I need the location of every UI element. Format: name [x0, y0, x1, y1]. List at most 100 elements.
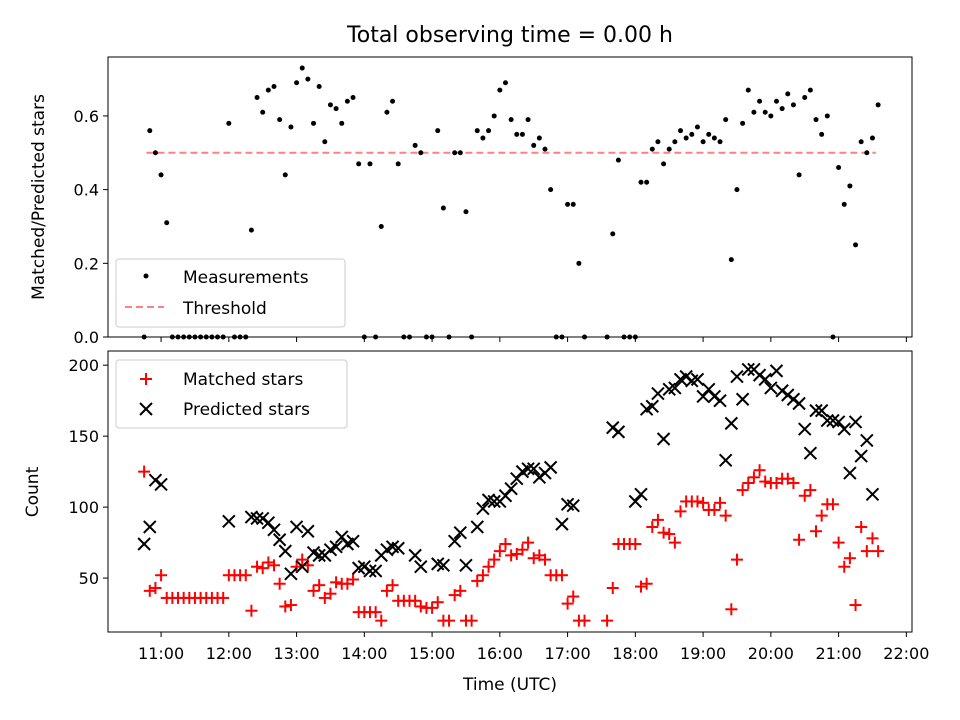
measurement-point [480, 135, 486, 141]
matched-star-point [725, 603, 738, 616]
predicted-star-point [718, 453, 733, 467]
measurement-point [869, 135, 875, 141]
bottom-y-tick-label: 100 [68, 498, 99, 517]
measurement-point [514, 131, 520, 137]
matched-star-point [279, 600, 292, 613]
measurement-point [198, 334, 204, 340]
measurement-point [158, 172, 164, 178]
x-tick-label: 22:00 [883, 644, 929, 663]
predicted-star-point [143, 520, 157, 534]
matched-star-point [426, 601, 439, 614]
measurement-point [452, 150, 458, 156]
measurement-point [446, 334, 452, 340]
predicted-star-point [267, 523, 281, 537]
predicted-star-point [645, 399, 659, 414]
matched-star-point [714, 496, 727, 509]
predicted-star-point [346, 534, 360, 548]
measurement-point [853, 242, 859, 248]
predicted-star-point [368, 564, 383, 578]
measurement-point [548, 187, 554, 193]
predicted-star-point [769, 364, 784, 378]
x-tick-label: 16:00 [477, 644, 523, 663]
measurement-point [706, 131, 712, 137]
measurement-point [553, 334, 559, 340]
top-y-tick-label: 0.2 [74, 254, 99, 273]
matched-star-point [324, 587, 337, 600]
measurement-point [237, 334, 243, 340]
matched-star-point [719, 509, 732, 522]
matched-star-point [651, 513, 664, 526]
matched-star-point [443, 614, 456, 627]
predicted-star-point [865, 487, 880, 502]
measurement-point [305, 76, 311, 82]
measurement-point [288, 124, 294, 130]
measurement-point [486, 128, 492, 134]
matched-star-point [832, 536, 845, 549]
measurement-point [378, 223, 384, 229]
predicted-star-point [668, 381, 682, 395]
matched-star-point [657, 526, 670, 539]
measurement-point [373, 334, 379, 340]
matched-star-point [454, 584, 467, 597]
measurement-point [757, 98, 763, 104]
measurement-point [175, 334, 181, 340]
predicted-star-point [329, 540, 343, 554]
bottom-y-axis-label: Count [23, 466, 43, 517]
predicted-star-point [634, 487, 648, 502]
bottom-plot-frame [107, 350, 913, 633]
predicted-star-point [792, 396, 806, 411]
measurement-point [147, 128, 153, 134]
predicted-star-point [521, 462, 535, 476]
matched-star-point [375, 614, 388, 627]
matched-star-point [742, 476, 755, 489]
matched-star-point [505, 549, 518, 562]
matched-star-point [838, 560, 851, 573]
measurement-point [819, 131, 825, 137]
matched-star-point [555, 569, 568, 582]
matched-star-point [663, 528, 676, 541]
matched-star-point [369, 606, 382, 619]
measurement-point [638, 179, 644, 185]
matched-star-point [471, 574, 484, 587]
legend-measurements-marker [143, 273, 149, 279]
x-tick-label: 21:00 [816, 644, 862, 663]
measurement-point [785, 91, 791, 97]
predicted-star-point [798, 422, 812, 436]
bottom-y-tick-label: 50 [79, 569, 99, 588]
predicted-star-point [566, 498, 580, 513]
predicted-star-point [803, 446, 818, 460]
predicted-star-point [741, 362, 755, 377]
matched-star-point [262, 556, 275, 569]
measurement-point [858, 139, 864, 145]
measurement-point [169, 334, 175, 340]
measurement-point [689, 131, 695, 137]
measurement-point [440, 205, 446, 211]
top-y-tick-label: 0.0 [74, 328, 99, 347]
measurement-point [271, 83, 277, 89]
predicted-star-point [651, 386, 665, 401]
measurement-point [231, 334, 237, 340]
matched-star-point [674, 505, 687, 518]
predicted-star-point [295, 560, 309, 574]
measurement-point [610, 231, 616, 237]
measurement-point [192, 334, 198, 340]
measurement-point [243, 334, 249, 340]
measurement-point [260, 109, 266, 115]
predicted-star-point [447, 534, 462, 548]
matched-star-point [691, 495, 704, 508]
measurement-point [248, 227, 254, 233]
predicted-star-point [628, 494, 643, 509]
predicted-star-point [504, 481, 518, 496]
predicted-star-point [696, 389, 710, 404]
predicted-star-point [611, 425, 626, 439]
predicted-star-point [408, 548, 422, 563]
predicted-star-point [735, 392, 750, 406]
predicted-star-point [312, 548, 326, 563]
matched-star-point [290, 560, 303, 573]
matched-star-point [267, 559, 280, 572]
measurement-point [632, 334, 638, 340]
measurement-point [469, 334, 475, 340]
x-axis-label: Time (UTC) [462, 675, 557, 695]
measurement-point [604, 334, 610, 340]
matched-star-point [284, 599, 297, 612]
